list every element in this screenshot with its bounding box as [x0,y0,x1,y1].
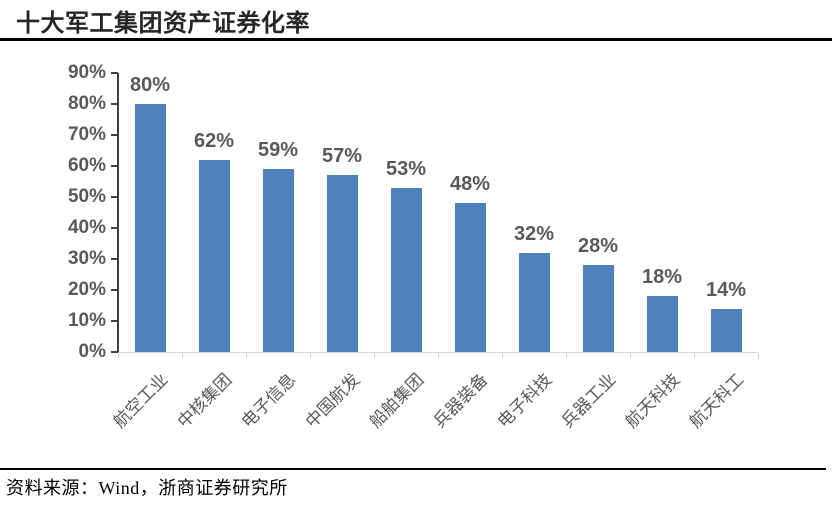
y-axis-line [117,73,119,352]
y-axis-tick [111,289,118,291]
bar [134,104,166,352]
x-axis-tick [118,353,119,358]
x-axis-tick [566,353,567,358]
bar [326,175,358,352]
x-axis-tick [246,353,247,358]
bar-value-label: 62% [193,129,235,152]
bar [710,308,742,352]
x-axis-tick [758,353,759,358]
bar [518,252,550,352]
y-tick-label: 70% [67,124,106,145]
y-axis-tick [111,165,118,167]
y-axis-tick [111,196,118,198]
y-tick-label: 30% [67,248,106,269]
x-category-label: 电子科技 [493,370,556,432]
x-category-label: 兵器工业 [557,370,620,432]
x-axis-tick [630,353,631,358]
bar-value-label: 53% [385,157,427,180]
bar [454,203,486,352]
y-axis-tick [111,72,118,74]
y-tick-label: 90% [67,62,106,83]
x-category-label: 电子信息 [237,370,300,432]
y-tick-label: 0% [78,341,106,362]
chart-title: 十大军工集团资产证券化率 [16,10,310,37]
bar [582,265,614,352]
y-tick-label: 60% [67,155,106,176]
bar-value-label: 14% [705,278,747,301]
x-axis-line [118,352,758,353]
x-axis-tick [694,353,695,358]
x-category-label: 航天科工 [685,370,748,432]
y-axis-tick [111,103,118,105]
bar-value-label: 28% [577,235,619,258]
bar-value-label: 59% [257,139,299,162]
y-tick-label: 40% [67,217,106,238]
bar [262,169,294,352]
x-axis-tick [182,353,183,358]
y-axis-tick [111,351,118,353]
bar [390,187,422,352]
y-axis-tick [111,134,118,136]
x-axis-tick [374,353,375,358]
x-category-label: 船舶集团 [365,370,428,432]
y-tick-label: 50% [67,186,106,207]
bar-value-label: 48% [449,173,491,196]
x-category-label: 航天科技 [621,370,684,432]
y-axis-tick [111,320,118,322]
bar-value-label: 32% [513,222,555,245]
bar-value-label: 80% [129,74,171,96]
x-category-label: 中核集团 [173,370,236,432]
x-category-label: 中国航发 [301,370,364,432]
title-divider [0,38,832,41]
footer-divider [0,468,826,470]
x-axis-tick [438,353,439,358]
y-axis-tick [111,258,118,260]
x-category-label: 兵器装备 [429,370,492,432]
bar [646,296,678,352]
y-axis-tick [111,227,118,229]
x-axis-tick [310,353,311,358]
x-category-label: 航空工业 [109,370,172,432]
source-note: 资料来源：Wind，浙商证券研究所 [6,478,288,498]
bar-value-label: 18% [641,266,683,289]
y-tick-label: 10% [67,310,106,331]
x-axis-tick [502,353,503,358]
bar-value-label: 57% [321,145,363,168]
bar [198,159,230,352]
y-tick-label: 80% [67,93,106,114]
y-tick-label: 20% [67,279,106,300]
